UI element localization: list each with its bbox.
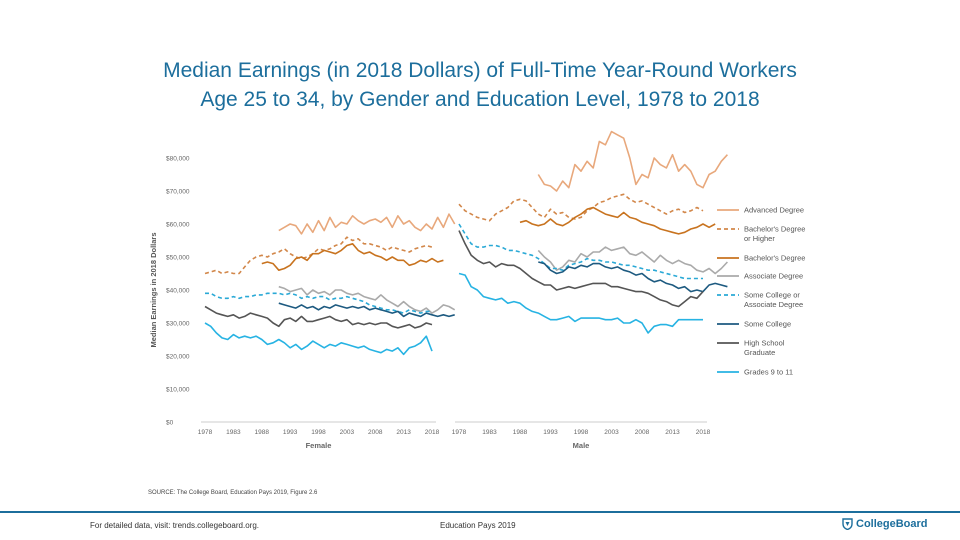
y-tick-label: $80,000	[166, 156, 190, 163]
series-line-male-some-college	[538, 261, 728, 293]
x-tick-label: 1978	[452, 429, 467, 436]
y-tick-label: $50,000	[166, 255, 190, 262]
chart-title: Median Earnings (in 2018 Dollars) of Ful…	[40, 56, 920, 114]
legend-label-some-college: Some College	[744, 320, 791, 329]
x-tick-label: 2008	[635, 429, 650, 436]
legend-label-some-college-or-associate: Some College or	[744, 291, 800, 300]
panel-label-female: Female	[306, 441, 332, 450]
shield-icon	[842, 518, 853, 530]
series-line-female-associate	[278, 285, 456, 314]
x-tick-label: 1998	[311, 429, 326, 436]
legend-label-high-school: High School	[744, 339, 785, 348]
y-tick-label: $60,000	[166, 222, 190, 229]
x-tick-label: 2003	[340, 429, 355, 436]
series-line-female-some-college-or-associate	[205, 292, 432, 314]
x-tick-label: 1998	[574, 429, 589, 436]
x-tick-label: 1988	[255, 429, 270, 436]
x-tick-label: 1993	[283, 429, 298, 436]
series-line-male-advanced	[537, 130, 728, 192]
series-line-male-bachelors	[519, 206, 716, 235]
legend-label-some-college-or-associate: Associate Degree	[744, 300, 803, 309]
y-tick-label: $40,000	[166, 288, 190, 295]
footer-report-name: Education Pays 2019	[440, 521, 516, 530]
x-tick-label: 1983	[482, 429, 497, 436]
y-tick-label: $20,000	[166, 354, 190, 361]
series-line-male-associate	[537, 246, 728, 275]
y-tick-label: $30,000	[166, 321, 190, 328]
y-tick-label: $10,000	[166, 387, 190, 394]
series-line-male-bachelors-or-higher	[458, 193, 704, 222]
legend-label-bachelors-or-higher: or Higher	[744, 234, 775, 243]
x-tick-label: 2013	[396, 429, 411, 436]
source-note: SOURCE: The College Board, Education Pay…	[148, 490, 318, 496]
series-line-male-high-school	[458, 230, 704, 308]
chart-title-line-1: Median Earnings (in 2018 Dollars) of Ful…	[163, 59, 797, 82]
x-tick-label: 1988	[513, 429, 528, 436]
y-tick-label: $0	[166, 420, 174, 427]
y-axis-label: Median Earnings in 2018 Dollars	[149, 232, 158, 347]
footer-divider	[0, 511, 960, 513]
x-tick-label: 2003	[604, 429, 619, 436]
legend-label-bachelors: Bachelor's Degree	[744, 254, 805, 263]
x-tick-label: 2013	[665, 429, 680, 436]
x-tick-label: 2018	[696, 429, 711, 436]
series-line-female-high-school	[204, 305, 433, 329]
x-tick-label: 1993	[543, 429, 558, 436]
y-tick-label: $70,000	[166, 189, 190, 196]
series-line-female-bachelors	[261, 243, 444, 272]
series-line-male-some-college-or-associate	[458, 223, 703, 280]
legend-label-high-school: Graduate	[744, 348, 775, 357]
legend-label-advanced: Advanced Degree	[744, 206, 804, 215]
x-tick-label: 1983	[226, 429, 241, 436]
logo-text: CollegeBoard	[856, 518, 928, 530]
legend-label-grades-9-11: Grades 9 to 11	[744, 368, 793, 377]
x-tick-label: 2018	[425, 429, 440, 436]
series-line-male-grades-9-11	[458, 272, 703, 334]
x-tick-label: 2008	[368, 429, 383, 436]
series-line-female-grades-9-11	[204, 322, 433, 356]
series-line-female-bachelors-or-higher	[204, 236, 433, 275]
x-tick-label: 1978	[198, 429, 213, 436]
panel-label-male: Male	[573, 441, 590, 450]
series-line-female-advanced	[278, 213, 456, 235]
footer-data-link: For detailed data, visit: trends.college…	[90, 521, 259, 530]
legend-label-associate: Associate Degree	[744, 272, 803, 281]
series-line-female-some-college	[278, 302, 455, 318]
chart-title-line-2: Age 25 to 34, by Gender and Education Le…	[200, 88, 760, 111]
college-board-logo: CollegeBoard	[842, 518, 928, 530]
legend-label-bachelors-or-higher: Bachelor's Degree	[744, 225, 805, 234]
